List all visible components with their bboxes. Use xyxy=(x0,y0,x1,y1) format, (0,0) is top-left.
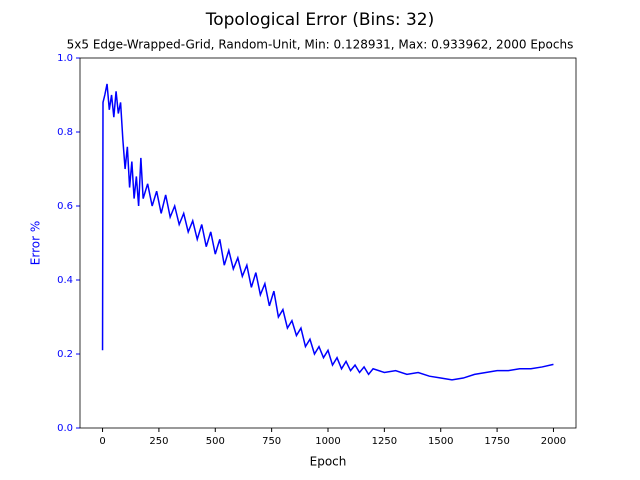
x-tick-label: 750 xyxy=(262,436,281,447)
y-tick-label: 0.4 xyxy=(57,275,73,286)
y-tick-label: 0.8 xyxy=(57,127,73,138)
x-tick-label: 1250 xyxy=(372,436,397,447)
line-series xyxy=(101,83,554,381)
x-tick-label: 2000 xyxy=(541,436,566,447)
x-tick-label: 1500 xyxy=(428,436,453,447)
y-tick-label: 1.0 xyxy=(57,53,73,64)
x-tick-label: 0 xyxy=(99,436,105,447)
y-tick-label: 0.6 xyxy=(57,201,73,212)
x-axis-label: Epoch xyxy=(310,455,347,469)
chart-subtitle: 5x5 Edge-Wrapped-Grid, Random-Unit, Min:… xyxy=(67,38,574,52)
x-tick-label: 500 xyxy=(206,436,225,447)
chart-title: Topological Error (Bins: 32) xyxy=(205,10,435,30)
y-tick-label: 0.2 xyxy=(57,349,73,360)
y-tick-label: 0.0 xyxy=(57,423,73,434)
x-tick-label: 1000 xyxy=(315,436,340,447)
x-tick-label: 1750 xyxy=(484,436,509,447)
axes-frame xyxy=(79,57,577,429)
x-tick-label: 250 xyxy=(149,436,168,447)
y-axis-label: Error % xyxy=(29,221,43,265)
